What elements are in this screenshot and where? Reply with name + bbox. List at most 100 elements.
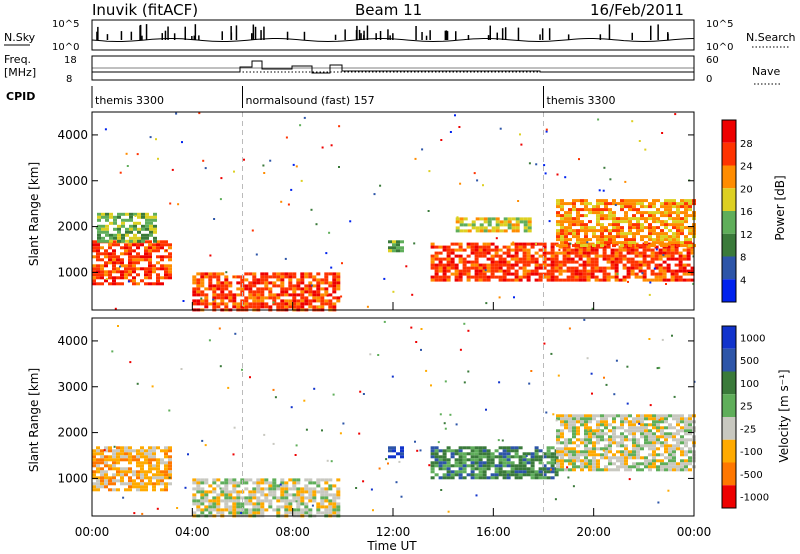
heatmap-cell xyxy=(688,426,692,430)
heatmap-cell xyxy=(101,212,105,216)
heatmap-point xyxy=(366,305,369,308)
heatmap-cell xyxy=(658,254,663,258)
heatmap-cell xyxy=(680,420,684,424)
heatmap-cell xyxy=(620,226,624,230)
heatmap-cell xyxy=(610,266,615,270)
heatmap-cell xyxy=(628,199,632,203)
heatmap-cell xyxy=(128,449,132,453)
heatmap-cell xyxy=(308,490,313,494)
heatmap-cell xyxy=(522,251,527,255)
heatmap-point xyxy=(616,272,619,275)
heatmap-cell xyxy=(156,470,160,474)
heatmap-point xyxy=(104,128,107,131)
heatmap-cell xyxy=(523,220,528,224)
heatmap-cell xyxy=(596,244,600,248)
x-tick-label: 00:00 xyxy=(75,525,110,539)
heatmap-point xyxy=(377,354,380,356)
heatmap-cell xyxy=(576,456,580,460)
heatmap-cell xyxy=(116,255,120,259)
heatmap-cell xyxy=(300,281,305,285)
heatmap-point xyxy=(330,266,333,269)
heatmap-cell xyxy=(288,284,293,288)
heatmap-cell xyxy=(164,476,168,480)
nsky-spike xyxy=(198,35,200,40)
heatmap-cell xyxy=(652,453,656,457)
heatmap-cell xyxy=(92,452,96,456)
heatmap-cell xyxy=(100,476,104,480)
heatmap-cell xyxy=(612,438,616,442)
heatmap-cell xyxy=(638,275,643,279)
heatmap-cell xyxy=(628,223,632,227)
heatmap-cell xyxy=(612,220,616,224)
heatmap-cell xyxy=(660,414,664,418)
heatmap-cell xyxy=(244,496,249,500)
heatmap-cell xyxy=(568,238,572,242)
heatmap-cell xyxy=(100,267,104,271)
heatmap-cell xyxy=(112,449,116,453)
heatmap-cell xyxy=(612,441,616,445)
heatmap-cell xyxy=(268,293,273,297)
heatmap-cell xyxy=(522,257,527,261)
heatmap-cell xyxy=(514,257,519,261)
heatmap-cell xyxy=(564,241,568,245)
heatmap-cell xyxy=(644,426,648,430)
cpid-segment-label: normalsound (fast) 157 xyxy=(246,94,375,107)
heatmap-cell xyxy=(100,455,104,459)
heatmap-cell xyxy=(104,470,108,474)
heatmap-cell xyxy=(656,435,660,439)
heatmap-cell xyxy=(678,275,683,279)
heatmap-cell xyxy=(530,257,535,261)
heatmap-cell xyxy=(324,508,329,512)
heatmap-cell xyxy=(470,458,475,462)
heatmap-cell xyxy=(388,446,392,450)
heatmap-cell xyxy=(100,467,104,471)
colorbar-tick-label: 24 xyxy=(740,162,753,173)
heatmap-cell xyxy=(612,417,616,421)
heatmap-cell xyxy=(462,461,467,465)
heatmap-cell xyxy=(276,508,281,512)
heatmap-cell xyxy=(668,202,672,206)
heatmap-cell xyxy=(564,202,568,206)
heatmap-cell xyxy=(570,266,575,270)
heatmap-cell xyxy=(280,275,285,279)
heatmap-cell xyxy=(148,476,152,480)
heatmap-cell xyxy=(558,263,563,267)
heatmap-cell xyxy=(594,263,599,267)
heatmap-cell xyxy=(688,232,692,236)
heatmap-cell xyxy=(148,243,152,247)
heatmap-cell xyxy=(554,473,559,477)
heatmap-cell xyxy=(638,266,643,270)
heatmap-cell xyxy=(458,455,463,459)
heatmap-cell xyxy=(280,293,285,297)
heatmap-cell xyxy=(216,484,221,488)
heatmap-cell xyxy=(628,423,632,427)
heatmap-cell xyxy=(672,211,676,215)
heatmap-cell xyxy=(200,502,205,506)
heatmap-cell xyxy=(467,223,472,227)
heatmap-point xyxy=(378,467,381,470)
heatmap-point xyxy=(310,284,313,287)
heatmap-cell xyxy=(644,417,648,421)
heatmap-cell xyxy=(200,487,205,491)
heatmap-cell xyxy=(626,251,631,255)
heatmap-cell xyxy=(152,264,156,268)
heatmap-cell xyxy=(101,224,105,228)
heatmap-cell xyxy=(672,453,676,457)
heatmap-point xyxy=(405,265,408,268)
heatmap-cell xyxy=(434,278,439,282)
heatmap-cell xyxy=(108,258,112,262)
heatmap-cell xyxy=(538,461,543,465)
heatmap-cell xyxy=(660,205,664,209)
heatmap-cell xyxy=(328,281,333,285)
heatmap-point xyxy=(241,368,243,371)
heatmap-cell xyxy=(568,426,572,430)
heatmap-cell xyxy=(636,447,640,451)
heatmap-cell xyxy=(660,465,664,469)
heatmap-cell xyxy=(224,302,229,306)
heatmap-cell xyxy=(288,293,293,297)
heatmap-cell xyxy=(600,468,604,472)
heatmap-cell xyxy=(660,223,664,227)
heatmap-cell xyxy=(482,254,487,258)
heatmap-cell xyxy=(224,287,229,291)
heatmap-cell xyxy=(438,464,443,468)
